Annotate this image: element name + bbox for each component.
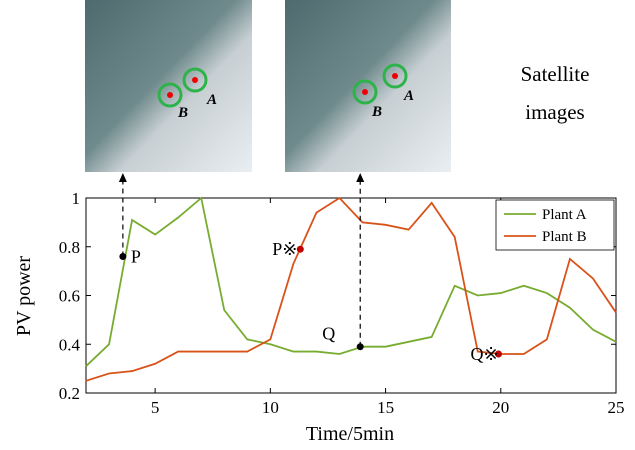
series-line bbox=[85, 196, 617, 367]
legend-label: Plant A bbox=[542, 207, 587, 223]
annotation-point bbox=[296, 245, 304, 253]
x-tick-label: 25 bbox=[608, 398, 625, 417]
annotation-label: Q※ bbox=[470, 344, 498, 364]
annotation-label: P bbox=[131, 247, 141, 267]
marker-label: A bbox=[403, 88, 414, 104]
annotation-label: P※ bbox=[272, 239, 297, 259]
x-tick-label: 5 bbox=[151, 398, 160, 417]
y-tick-label: 0.6 bbox=[59, 287, 80, 306]
y-tick-label: 0.2 bbox=[59, 384, 80, 403]
satellite-image: A B bbox=[85, 0, 252, 172]
annotation-point bbox=[494, 350, 502, 358]
x-tick-label: 10 bbox=[262, 398, 279, 417]
x-tick-label: 20 bbox=[492, 398, 509, 417]
caption: Satellite images bbox=[520, 62, 590, 124]
arrow-head bbox=[118, 173, 127, 182]
annotation-label: Q bbox=[322, 324, 335, 344]
marker-label: A bbox=[206, 92, 217, 108]
legend-label: Plant B bbox=[542, 229, 587, 245]
y-tick-label: 1 bbox=[72, 189, 81, 208]
x-axis-label: Time/5min bbox=[306, 423, 394, 445]
y-tick-label: 0.4 bbox=[59, 335, 81, 354]
y-tick-label: 0.8 bbox=[59, 238, 80, 257]
y-axis-label: PV power bbox=[13, 256, 35, 337]
arrow-head bbox=[356, 173, 365, 182]
marker-label: B bbox=[177, 105, 188, 121]
series-line bbox=[85, 196, 617, 382]
x-tick-label: 15 bbox=[377, 398, 394, 417]
satellite-image: A B bbox=[285, 0, 451, 172]
legend-box bbox=[495, 199, 615, 251]
marker-label: B bbox=[371, 104, 382, 120]
